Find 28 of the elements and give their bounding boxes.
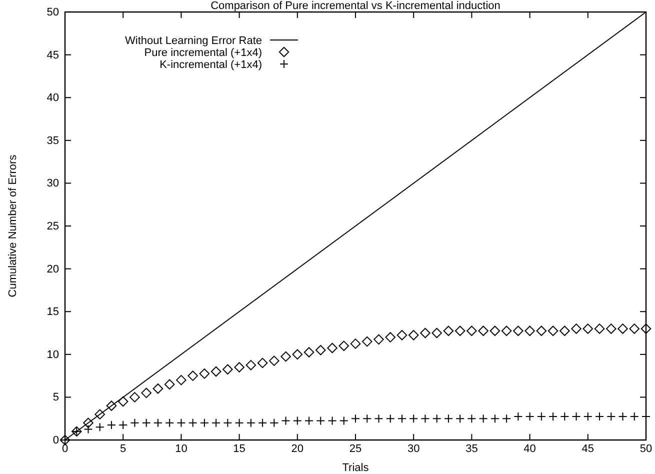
x-tick-label: 40	[524, 442, 536, 455]
y-tick-label: 40	[46, 92, 59, 104]
y-tick-label: 50	[46, 6, 59, 19]
y-tick-label: 45	[46, 49, 59, 62]
y-tick-label: 10	[46, 348, 59, 361]
x-tick-label: 10	[175, 442, 188, 455]
legend-label: Without Learning Error Rate	[125, 35, 262, 47]
x-tick-label: 50	[640, 442, 652, 455]
y-tick-label: 0	[52, 434, 59, 447]
y-tick-label: 35	[46, 134, 59, 147]
y-tick-label: 15	[46, 306, 59, 318]
y-tick-label: 30	[46, 178, 59, 190]
y-axis-title: Cumulative Number of Errors	[7, 154, 19, 298]
y-tick-label: 25	[46, 220, 59, 233]
x-tick-label: 25	[349, 442, 362, 455]
x-tick-label: 5	[120, 442, 126, 455]
x-axis-title: Trials	[342, 462, 370, 474]
y-tick-label: 20	[46, 263, 59, 276]
x-tick-label: 15	[233, 442, 246, 455]
x-tick-label: 20	[291, 442, 304, 455]
legend-label: K-incremental (+1x4)	[160, 59, 262, 71]
x-tick-label: 30	[407, 442, 420, 455]
legend-label: Pure incremental (+1x4)	[144, 47, 262, 59]
x-tick-label: 35	[466, 442, 478, 455]
x-tick-label: 45	[582, 442, 594, 455]
y-tick-label: 5	[52, 392, 59, 404]
chart-title: Comparison of Pure incremental vs K-incremental induction	[210, 0, 500, 12]
x-tick-label: 0	[62, 442, 68, 455]
